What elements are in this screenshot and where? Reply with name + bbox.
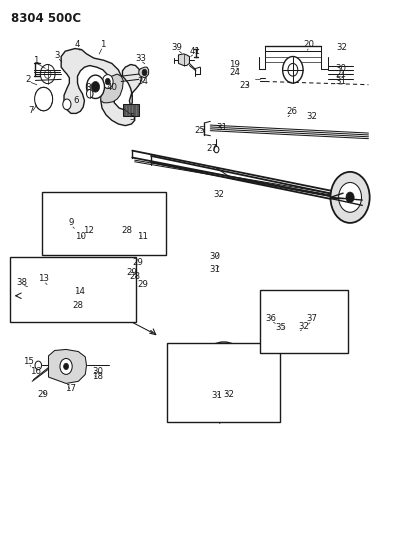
Circle shape	[105, 78, 110, 85]
Text: 28: 28	[72, 301, 83, 310]
Text: 8: 8	[85, 83, 91, 92]
Circle shape	[345, 192, 353, 203]
Circle shape	[142, 69, 146, 76]
Polygon shape	[101, 74, 123, 103]
Circle shape	[217, 370, 229, 386]
Polygon shape	[139, 67, 148, 78]
Text: 37: 37	[306, 314, 317, 323]
Bar	[10, 257, 135, 322]
Circle shape	[338, 182, 361, 212]
Polygon shape	[77, 204, 86, 233]
Text: 20: 20	[303, 40, 314, 49]
Circle shape	[213, 147, 218, 153]
Text: 2: 2	[26, 75, 31, 84]
Circle shape	[63, 99, 71, 110]
Circle shape	[91, 82, 99, 92]
Text: 23: 23	[239, 81, 250, 90]
Circle shape	[86, 75, 104, 99]
Circle shape	[298, 317, 306, 327]
Circle shape	[34, 87, 52, 111]
Text: 21: 21	[334, 70, 345, 78]
Circle shape	[60, 359, 72, 374]
Text: 19: 19	[228, 60, 239, 69]
Circle shape	[44, 70, 51, 78]
Circle shape	[282, 56, 302, 83]
Text: 32: 32	[306, 112, 317, 121]
Text: 30: 30	[334, 64, 345, 73]
Circle shape	[282, 295, 323, 349]
Text: 41: 41	[189, 47, 200, 55]
Polygon shape	[178, 54, 189, 66]
Text: 9: 9	[68, 219, 74, 228]
Polygon shape	[123, 104, 139, 116]
Bar	[167, 343, 279, 422]
Circle shape	[330, 172, 369, 223]
Circle shape	[40, 64, 55, 84]
Text: 31: 31	[334, 77, 345, 86]
Text: 30: 30	[92, 367, 103, 376]
Circle shape	[271, 317, 279, 327]
Circle shape	[287, 63, 297, 76]
Text: 24: 24	[228, 68, 239, 77]
Text: 6: 6	[73, 96, 79, 105]
Text: 11: 11	[137, 232, 148, 241]
Circle shape	[35, 361, 41, 369]
Text: 33: 33	[135, 54, 146, 62]
Text: 26: 26	[285, 107, 297, 116]
Text: 32: 32	[298, 321, 309, 330]
Bar	[42, 192, 165, 255]
Circle shape	[141, 219, 146, 225]
Text: 7: 7	[29, 106, 34, 115]
Text: 18: 18	[92, 372, 103, 381]
Polygon shape	[48, 282, 85, 309]
Text: 12: 12	[83, 226, 94, 235]
Text: 17: 17	[65, 384, 76, 393]
Text: 15: 15	[23, 357, 34, 366]
Polygon shape	[48, 350, 86, 383]
Text: 34: 34	[137, 77, 148, 86]
Text: 13: 13	[38, 274, 49, 283]
Text: 28: 28	[129, 272, 140, 280]
Circle shape	[86, 90, 93, 98]
Text: 31: 31	[210, 391, 221, 400]
Text: 29: 29	[132, 258, 143, 266]
Text: 40: 40	[106, 83, 117, 92]
Circle shape	[273, 320, 276, 324]
Text: 38: 38	[16, 278, 27, 287]
Circle shape	[63, 364, 68, 369]
Text: 35: 35	[274, 323, 285, 332]
Text: 25: 25	[194, 126, 205, 135]
Text: 14: 14	[74, 287, 84, 296]
Text: 1: 1	[100, 40, 106, 49]
Text: 27: 27	[207, 144, 217, 153]
Text: 1: 1	[33, 56, 38, 64]
Text: 31: 31	[216, 123, 227, 132]
Bar	[260, 290, 347, 353]
Text: 30: 30	[209, 253, 220, 261]
Text: 8304 500C: 8304 500C	[11, 12, 81, 25]
Text: 16: 16	[30, 367, 41, 376]
Text: 29: 29	[137, 279, 148, 288]
Text: 4: 4	[74, 40, 80, 49]
Polygon shape	[67, 207, 77, 211]
Circle shape	[196, 342, 251, 414]
Text: 31: 31	[209, 265, 220, 273]
Text: 29: 29	[126, 269, 137, 277]
Text: 39: 39	[171, 43, 182, 52]
Circle shape	[102, 75, 113, 88]
Polygon shape	[61, 49, 142, 126]
Text: 32: 32	[222, 390, 234, 399]
Text: 36: 36	[265, 314, 276, 323]
Text: 3: 3	[54, 51, 60, 60]
Text: 32: 32	[335, 43, 346, 52]
Text: 29: 29	[37, 390, 48, 399]
Circle shape	[208, 358, 239, 398]
Text: 28: 28	[121, 226, 132, 235]
Text: 32: 32	[213, 190, 224, 199]
Text: 5: 5	[129, 113, 135, 122]
Circle shape	[291, 307, 314, 337]
Text: 10: 10	[75, 232, 85, 241]
